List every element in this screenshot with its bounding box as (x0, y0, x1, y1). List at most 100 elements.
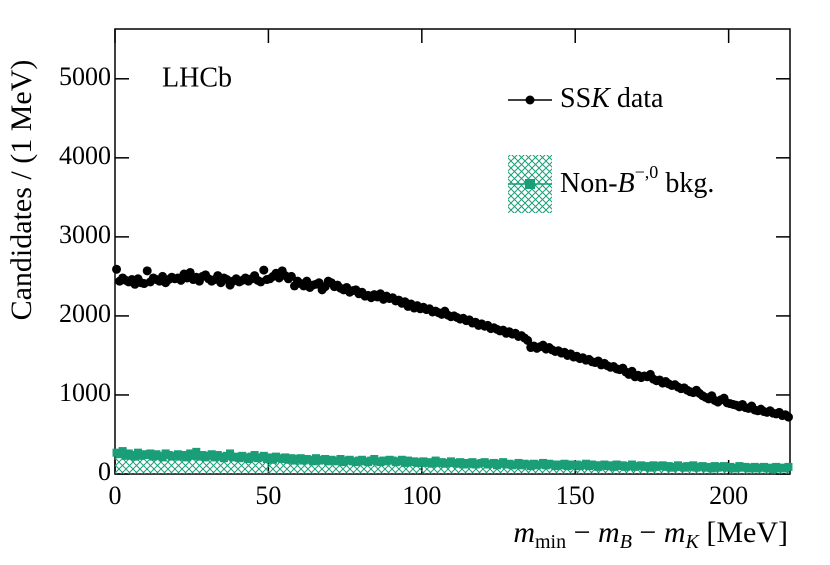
background-band (354, 462, 358, 474)
background-band (486, 464, 490, 474)
background-band (372, 458, 376, 474)
legend-marker (525, 95, 535, 105)
background-band (461, 464, 465, 474)
y-tick-label: 1000 (59, 378, 111, 407)
background-band (464, 462, 468, 474)
background-band (268, 457, 272, 474)
background-band (332, 460, 336, 474)
legend-part: SS (560, 83, 591, 114)
background-band (572, 465, 576, 474)
background-band (286, 459, 290, 474)
data-point (783, 412, 793, 422)
background-band (424, 462, 429, 474)
legend-part: Non- (560, 168, 618, 199)
x-tick-label: 200 (709, 481, 748, 510)
y-tick-label: 0 (98, 457, 111, 486)
background-band (455, 463, 459, 474)
background-band (351, 461, 355, 474)
background-band (544, 465, 548, 474)
x-label-part: m (598, 516, 620, 549)
y-axis-label: Candidates / (1 MeV) (5, 60, 38, 321)
background-band (246, 458, 251, 474)
x-tick-label: 150 (556, 481, 595, 510)
x-label-part: min (535, 531, 566, 553)
background-band (299, 458, 303, 474)
plot-frame (114, 28, 791, 475)
background-band (234, 456, 238, 474)
background-band (415, 462, 419, 474)
y-tick-label: 3000 (59, 220, 111, 249)
data-point (185, 267, 195, 277)
legend-label: Non-B−,0 bkg. (560, 162, 714, 199)
background-band (338, 458, 343, 474)
background-band (366, 462, 370, 474)
background-band (179, 456, 183, 474)
legend-part: −,0 (635, 162, 659, 182)
background-band (197, 456, 201, 474)
data-point (112, 264, 122, 274)
background-band (225, 455, 229, 474)
background-band (118, 454, 122, 474)
x-label-part: m (664, 516, 686, 549)
background-band (151, 456, 155, 474)
background-band (538, 464, 542, 474)
background-band (157, 455, 162, 474)
x-tick-label: 0 (109, 481, 122, 510)
background-band (513, 464, 517, 474)
background-band (216, 455, 220, 474)
background-band (357, 460, 361, 474)
background-band (200, 455, 205, 474)
background-band (271, 459, 275, 474)
x-tick-label: 100 (402, 481, 441, 510)
data-point (142, 266, 152, 276)
background-band (240, 455, 244, 474)
background-band (473, 464, 478, 474)
background-band (280, 458, 284, 474)
background-band (167, 455, 171, 474)
background-band (443, 463, 447, 474)
background-band (121, 451, 125, 474)
data-point (523, 335, 533, 345)
background-band (170, 456, 174, 474)
background-band (418, 462, 422, 474)
background-band (345, 460, 349, 474)
background-band (504, 464, 508, 474)
background-band (452, 462, 456, 474)
background-band (154, 454, 159, 474)
background-band (381, 460, 386, 474)
background-band (495, 465, 499, 474)
background-band (437, 462, 441, 474)
y-tick-label: 2000 (59, 299, 111, 328)
background-band (185, 457, 189, 474)
background-band (335, 461, 340, 474)
background-band (409, 462, 413, 474)
background-band (535, 465, 539, 474)
background-band (243, 457, 247, 474)
background-band (210, 454, 214, 474)
background-band (311, 461, 315, 474)
background-band (114, 452, 119, 474)
background-band (510, 465, 514, 474)
background-band (173, 455, 177, 474)
background-band (378, 462, 382, 474)
background-band (127, 453, 131, 474)
background-band (176, 454, 180, 474)
background-band (228, 453, 232, 474)
background-band (440, 462, 444, 474)
background-band (139, 455, 143, 474)
data-point (784, 462, 793, 471)
background-band (581, 465, 585, 474)
background-band (231, 457, 235, 474)
x-label-part: − (632, 516, 664, 549)
background-band (320, 459, 324, 474)
background-band (203, 457, 208, 474)
background-band (406, 460, 410, 474)
background-band (259, 457, 263, 474)
background-band (388, 459, 392, 474)
data-point (286, 271, 296, 281)
background-band (253, 455, 257, 474)
background-band (148, 453, 152, 474)
legend-part: B (618, 168, 635, 199)
background-band (519, 465, 524, 474)
legend-part: bkg. (658, 168, 714, 199)
